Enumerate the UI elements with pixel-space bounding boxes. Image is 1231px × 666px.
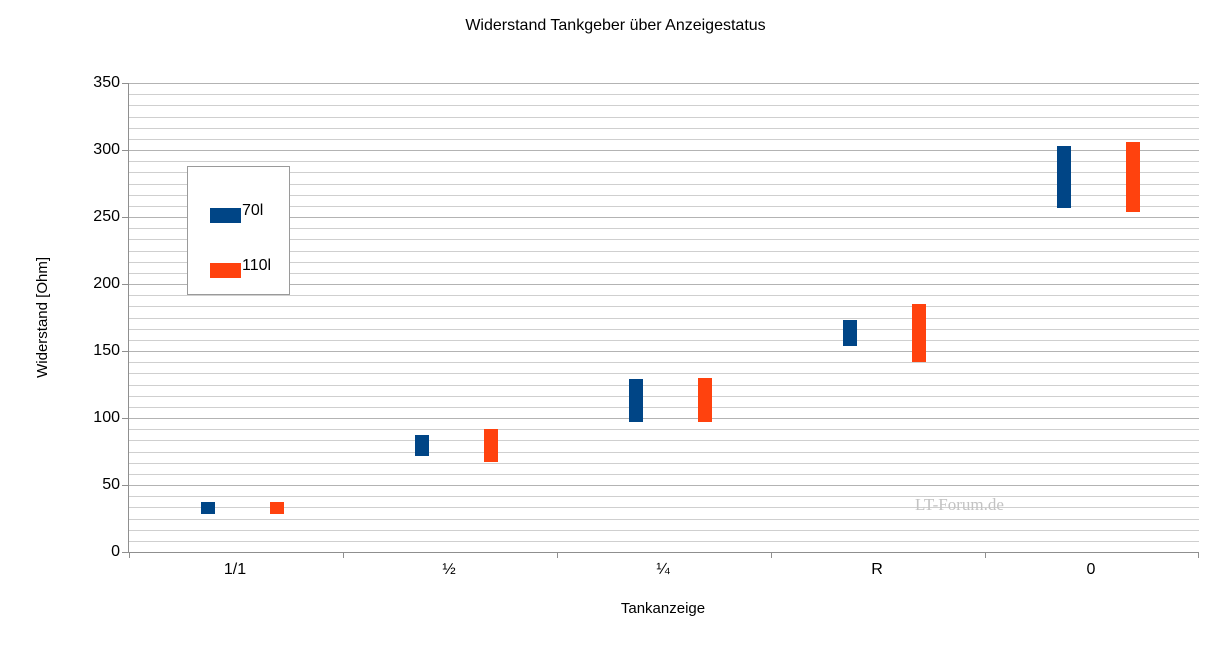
y-tick-label: 250	[93, 208, 120, 225]
y-tick-label: 300	[93, 141, 120, 158]
gridline-minor	[129, 462, 1199, 464]
x-tick-label: 0	[1086, 561, 1096, 578]
legend-entry-70l: 70l	[210, 203, 263, 224]
gridline-minor	[129, 228, 1199, 230]
gridline-minor	[129, 496, 1199, 498]
x-axis-tick	[771, 553, 772, 558]
x-tick-label: R	[871, 561, 883, 578]
legend-label-70l: 70l	[242, 202, 264, 219]
gridline-minor	[129, 473, 1199, 475]
gridline-minor	[129, 239, 1199, 241]
y-tick-label: 0	[111, 543, 120, 560]
y-tick-label: 200	[93, 275, 120, 292]
x-tick-label: 1/1	[223, 561, 247, 578]
x-axis-tick	[343, 553, 344, 558]
gridline-major	[129, 217, 1199, 218]
y-axis-tick	[122, 418, 128, 419]
gridline-minor	[129, 116, 1199, 118]
legend: 70l 110l	[187, 166, 290, 295]
gridline-minor	[129, 172, 1199, 174]
gridline-minor	[129, 306, 1199, 308]
y-tick-label: 100	[93, 409, 120, 426]
y-axis-tick	[122, 150, 128, 151]
gridline-minor	[129, 440, 1199, 442]
gridline-minor	[129, 451, 1199, 453]
chart-title: Widerstand Tankgeber über Anzeigestatus	[465, 17, 766, 34]
legend-label-110l: 110l	[242, 257, 272, 274]
y-axis-tick	[122, 217, 128, 218]
gridline-minor	[129, 161, 1199, 163]
y-axis-tick	[122, 284, 128, 285]
range-bar-70l-1/1	[201, 502, 215, 515]
gridline-minor	[129, 94, 1199, 96]
gridline-minor	[129, 295, 1199, 297]
y-axis-title-text: Widerstand [Ohm]	[34, 257, 51, 378]
legend-entry-110l: 110l	[210, 258, 271, 279]
range-bar-70l-½	[415, 435, 429, 456]
range-bar-110l-½	[484, 428, 498, 463]
gridline-minor	[129, 429, 1199, 431]
gridline-minor	[129, 373, 1199, 375]
gridline-minor	[129, 518, 1199, 520]
gridline-minor	[129, 317, 1199, 319]
y-axis-title: Widerstand [Ohm]	[34, 83, 51, 552]
x-axis-tick	[1198, 553, 1199, 558]
range-bar-70l-R	[843, 320, 857, 346]
gridline-minor	[129, 127, 1199, 129]
x-tick-label: ½	[442, 561, 456, 578]
y-tick-label: 150	[93, 342, 120, 359]
x-axis-tick	[557, 553, 558, 558]
range-bar-70l-¼	[629, 379, 643, 422]
x-axis-tick	[985, 553, 986, 558]
gridline-major	[129, 150, 1199, 151]
x-tick-label: ¼	[656, 561, 670, 578]
gridline-minor	[129, 261, 1199, 263]
gridline-minor	[129, 272, 1199, 274]
gridline-major	[129, 351, 1199, 352]
range-bar-110l-¼	[698, 377, 712, 423]
range-bar-110l-0	[1126, 141, 1140, 212]
y-axis-tick	[122, 552, 128, 553]
watermark: LT-Forum.de	[915, 495, 1004, 514]
gridline-minor	[129, 339, 1199, 341]
range-bar-110l-1/1	[270, 502, 284, 515]
gridline-minor	[129, 250, 1199, 252]
gridline-major	[129, 418, 1199, 419]
gridline-major	[129, 485, 1199, 486]
y-tick-label: 350	[93, 74, 120, 91]
x-axis-tick	[129, 553, 130, 558]
gridline-minor	[129, 395, 1199, 397]
y-axis-tick	[122, 485, 128, 486]
gridline-minor	[129, 183, 1199, 185]
gridline-minor	[129, 529, 1199, 531]
legend-swatch-110l	[210, 263, 241, 278]
range-bar-70l-0	[1057, 145, 1071, 208]
gridline-minor	[129, 384, 1199, 386]
gridline-minor	[129, 105, 1199, 107]
gridline-minor	[129, 138, 1199, 140]
gridline-major	[129, 284, 1199, 285]
gridline-minor	[129, 406, 1199, 408]
legend-swatch-70l	[210, 208, 241, 223]
plot-area	[122, 83, 1199, 558]
y-axis-tick	[122, 351, 128, 352]
x-axis-title: Tankanzeige	[620, 600, 706, 617]
gridline-minor	[129, 540, 1199, 542]
gridline-minor	[129, 194, 1199, 196]
gridline-minor	[129, 362, 1199, 364]
gridline-minor	[129, 507, 1199, 509]
y-axis-tick	[122, 83, 128, 84]
range-bar-110l-R	[912, 304, 926, 362]
gridline-minor	[129, 328, 1199, 330]
gridline-major	[129, 83, 1199, 84]
gridline-minor	[129, 205, 1199, 207]
y-tick-label: 50	[102, 476, 120, 493]
